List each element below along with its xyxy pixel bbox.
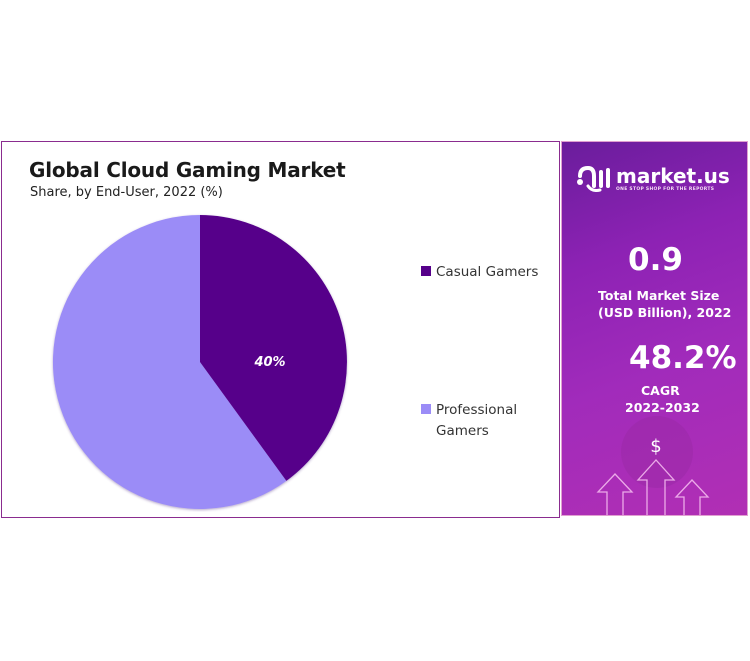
cagr-label-line1: CAGR [641, 383, 680, 398]
pie-chart: 40% [52, 215, 347, 509]
legend-item-casual: Casual Gamers [421, 262, 538, 283]
brand-logo: market.us ONE STOP SHOP FOR THE REPORTS [576, 164, 730, 196]
infographic-card: Global Cloud Gaming Market Share, by End… [0, 141, 750, 518]
chart-title: Global Cloud Gaming Market [29, 158, 346, 182]
brand-tagline: ONE STOP SHOP FOR THE REPORTS [616, 187, 715, 192]
legend-swatch-casual [421, 266, 431, 276]
cagr-label-line2: 2022-2032 [625, 400, 700, 415]
market-size-value: 0.9 [628, 242, 683, 278]
market-size-label-line1: Total Market Size [598, 288, 720, 303]
chart-panel: Global Cloud Gaming Market Share, by End… [1, 141, 560, 518]
cagr-value: 48.2% [629, 340, 737, 376]
pie-slice-casual[interactable] [200, 215, 347, 481]
legend-item-professional: Professional Gamers [421, 400, 517, 442]
market-size-label-line2: (USD Billion), 2022 [598, 305, 732, 320]
pie-slice-professional[interactable] [52, 215, 287, 509]
dollar-icon: $ [650, 436, 661, 457]
chart-subtitle: Share, by End-User, 2022 (%) [30, 185, 223, 200]
slice-label-casual: 40% [253, 355, 285, 370]
legend-swatch-professional [421, 404, 431, 414]
market-us-logo-icon [577, 165, 610, 192]
brand-name: market.us [616, 164, 730, 188]
stats-panel: market.us ONE STOP SHOP FOR THE REPORTS … [561, 141, 748, 516]
growth-arrows-illustration: $ [596, 416, 710, 515]
